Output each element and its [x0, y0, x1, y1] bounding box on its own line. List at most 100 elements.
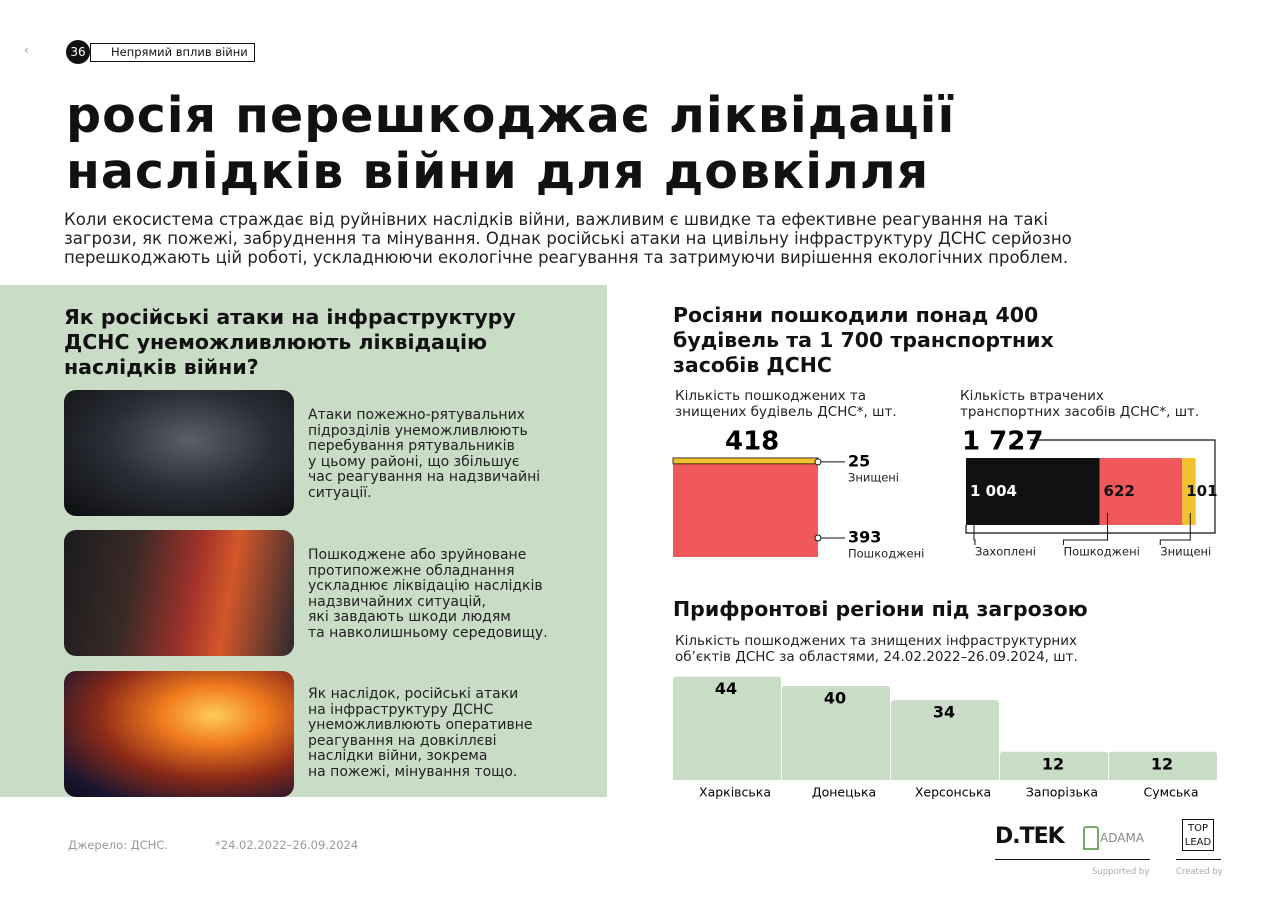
x-tick-label: Донецька [812, 785, 876, 800]
photo [64, 390, 294, 516]
right-title-line: Росіяни пошкодили понад 400 [673, 303, 1039, 327]
chart-subtitle-line: Кількість пошкоджених та знищених інфрас… [675, 633, 1077, 649]
x-tick-label: Харківська [699, 785, 771, 800]
section-label: Непрямий вплив війни [111, 45, 248, 59]
value-label: 12 [1151, 754, 1173, 773]
chart-title-line: Кількість втрачених [960, 388, 1104, 404]
supported-by: Supported by [1092, 867, 1150, 877]
legend-label: Захоплені [975, 545, 1036, 559]
x-tick-label: Запорізька [1026, 785, 1098, 800]
total-label: 418 [725, 426, 779, 456]
footer-rule [1176, 859, 1221, 860]
chart-title: Кількість пошкоджених та знищених будіве… [675, 388, 897, 420]
value-label: 34 [933, 703, 955, 722]
value-label: 622 [1104, 482, 1135, 500]
connector-dot [814, 458, 822, 466]
panel-item-line: реагування на довкіллєві [308, 732, 497, 749]
panel-item-line: які завдають шкоди людям [308, 609, 511, 626]
legend-label: Пошкоджені [1064, 545, 1140, 559]
title-line: наслідків війни для довкілля [66, 143, 930, 200]
x-tick-label: Сумська [1143, 785, 1198, 800]
value-label: 40 [824, 689, 846, 708]
chart-title: Прифронтові регіони під загрозою [673, 597, 1088, 621]
chart-title: Кількість втрачених транспортних засобів… [960, 388, 1200, 420]
panel-item-line: на пожежі, мінування тощо. [308, 763, 518, 780]
bar-segment [966, 458, 1100, 525]
connector [1063, 513, 1109, 545]
bar [782, 686, 890, 780]
value-label: 25 [848, 451, 870, 470]
footer-rule [995, 859, 1150, 860]
photo [64, 530, 294, 656]
panel-item: Атаки пожежно-рятувальних підрозділів уне… [308, 407, 540, 502]
panel-title: Як російські атаки на інфраструктуру ДСН… [64, 305, 516, 380]
right-title: Росіяни пошкодили понад 400 будівель та … [673, 303, 1054, 378]
bar [1000, 751, 1108, 780]
intro-line: Коли екосистема страждає від руйнівних н… [64, 210, 1049, 229]
panel-item-line: надзвичайних ситуацій, [308, 593, 486, 610]
panel-item-line: у цьому районі, що збільшує [308, 453, 520, 470]
footer-source: Джерело: ДСНС. [68, 838, 169, 852]
panel-title-line: ДСНС унеможливлюють ліквідацію [64, 330, 488, 354]
logo-adama-mark [1083, 826, 1099, 850]
chart-title-line: транспортних засобів ДСНС*, шт. [960, 403, 1200, 420]
bar-segment [1099, 458, 1183, 525]
bar-segment [673, 463, 818, 557]
title: росія перешкоджає ліквідації наслідків в… [66, 88, 955, 200]
panel-item-line: ситуації. [308, 484, 372, 501]
panel-title-line: Як російські атаки на інфраструктуру [64, 305, 516, 329]
chart-subtitle-line: об’єктів ДСНС за областями, 24.02.2022–2… [675, 648, 1078, 665]
bar [1109, 751, 1217, 780]
panel-item-line: наслідки війни, зокрема [308, 748, 488, 765]
legend-label: Знищені [848, 470, 899, 484]
panel-item-line: ускладнює ліквідацію наслідків [308, 578, 543, 595]
intro-line: перешкоджають цій роботі, ускладнюючи ек… [64, 248, 1069, 267]
bar [891, 700, 999, 780]
logo-toplead-line: LEAD [1184, 837, 1212, 848]
chart-title-line: Кількість пошкоджених та [675, 388, 867, 404]
footer-note: *24.02.2022–26.09.2024 [215, 838, 359, 852]
value-label: 12 [1042, 754, 1064, 773]
total-label: 1 727 [962, 427, 1043, 457]
legend-label: Пошкоджені [848, 547, 924, 561]
page-number: 36 [66, 40, 90, 64]
logo-toplead: TOP LEAD [1182, 819, 1214, 851]
panel-title-line: наслідків війни? [64, 355, 259, 379]
logo-dtek: D.TEK [995, 824, 1065, 849]
intro: Коли екосистема страждає від руйнівних н… [64, 210, 1072, 267]
bar-segment [672, 457, 819, 465]
panel-item-line: підрозділів унеможливлюють [308, 422, 528, 439]
right-title-line: будівель та 1 700 транспортних [673, 328, 1054, 352]
logo-adama: ADAMA [1100, 831, 1145, 845]
connector [1159, 513, 1191, 545]
bar-segment [1182, 458, 1196, 525]
section-box [90, 43, 255, 62]
right-title-line: засобів ДСНС [673, 353, 832, 377]
title-line: росія перешкоджає ліквідації [66, 87, 956, 144]
back-arrow[interactable]: ‹ [24, 43, 29, 57]
value-label: 393 [848, 528, 881, 547]
bar [673, 676, 781, 780]
panel-item-line: Пошкоджене або зруйноване [308, 547, 527, 563]
chart-title-line: знищених будівель ДСНС*, шт. [675, 403, 897, 420]
panel-item-line: на інфраструктуру ДСНС [308, 701, 494, 718]
connector [973, 513, 976, 545]
panel-item-line: унеможливлюють оперативне [308, 717, 533, 734]
panel-item-line: та навколишньому середовищу. [308, 624, 548, 641]
panel-item-line: перебування рятувальників [308, 438, 515, 455]
logo-toplead-line: TOP [1187, 823, 1208, 834]
panel-item: Як наслідок, російські атаки на інфрастру… [308, 686, 533, 781]
photo [64, 671, 294, 797]
value-label: 1 004 [970, 482, 1017, 500]
panel-item-line: Атаки пожежно-рятувальних [308, 407, 525, 423]
value-label: 44 [715, 679, 737, 698]
panel-item-line: Як наслідок, російські атаки [308, 686, 519, 702]
created-by: Created by [1176, 867, 1223, 877]
chart-subtitle: Кількість пошкоджених та знищених інфрас… [675, 633, 1078, 665]
bracket [965, 439, 1216, 534]
legend-label: Знищені [1160, 545, 1211, 559]
connector-dot [814, 534, 822, 542]
